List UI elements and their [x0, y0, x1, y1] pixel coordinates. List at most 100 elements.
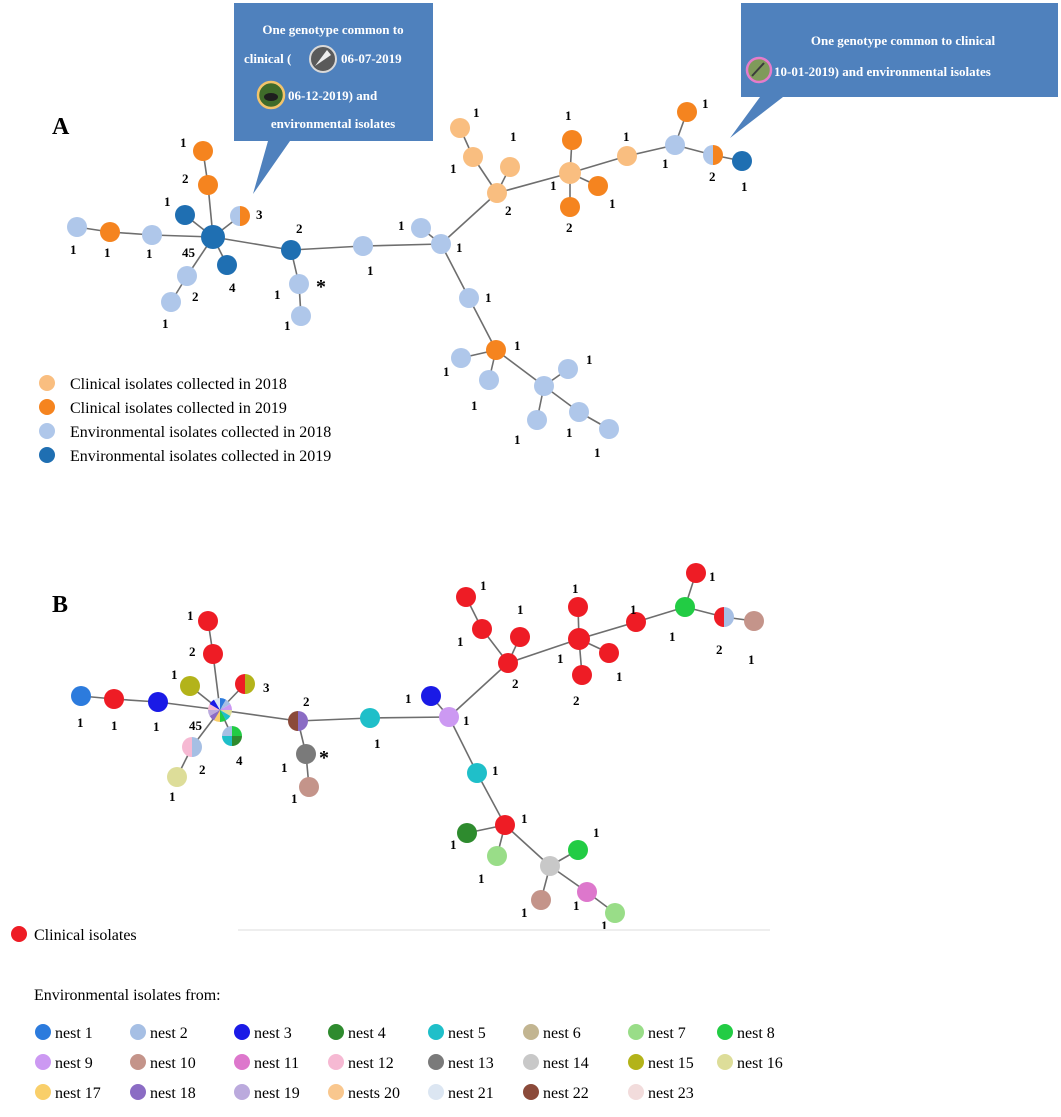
- legend-swatch: [234, 1054, 250, 1070]
- genotype-node: [299, 777, 319, 797]
- legend-swatch: [35, 1024, 51, 1040]
- genotype-node: [463, 147, 483, 167]
- legend-label: nest 9: [55, 1055, 93, 1072]
- tree-edge: [448, 662, 509, 718]
- node-count-label: 2: [199, 762, 206, 777]
- node-count-label: 1: [586, 352, 593, 367]
- genotype-node: [498, 653, 518, 673]
- legend-swatch: [130, 1024, 146, 1040]
- callout-left-line: clinical (: [244, 51, 291, 66]
- genotype-node: [559, 162, 581, 184]
- genotype-node: [495, 815, 515, 835]
- legend-label: nest 21: [448, 1085, 494, 1102]
- node-count-label: 1: [669, 629, 676, 644]
- genotype-node: [487, 846, 507, 866]
- legend-label: nest 23: [648, 1085, 694, 1102]
- legend-swatch: [523, 1084, 539, 1100]
- genotype-node: [569, 402, 589, 422]
- genotype-node: [198, 175, 218, 195]
- legend-swatch: [428, 1054, 444, 1070]
- genotype-node: [599, 419, 619, 439]
- legend-label: nest 11: [254, 1055, 299, 1072]
- node-count-label: 1: [162, 316, 169, 331]
- callout-left-line: One genotype common to: [262, 22, 403, 37]
- node-count-label: 1: [164, 194, 171, 209]
- genotype-node: [605, 903, 625, 923]
- node-count-label: 4: [236, 753, 243, 768]
- genotype-node: [626, 612, 646, 632]
- callout-left-line: 06-12-2019) and: [288, 88, 378, 103]
- legend-label: nest 4: [348, 1025, 386, 1042]
- genotype-node: [732, 151, 752, 171]
- genotype-node: [467, 763, 487, 783]
- legend-label: nest 3: [254, 1025, 292, 1042]
- node-count-label: 2: [296, 221, 303, 236]
- node-count-label: 1: [450, 837, 457, 852]
- genotype-node: [193, 141, 213, 161]
- genotype-node: [175, 205, 195, 225]
- genotype-node: [675, 597, 695, 617]
- genotype-node: [459, 288, 479, 308]
- node-count-label: 1: [601, 918, 608, 933]
- mixed-genotype-node: [235, 674, 255, 694]
- genotype-node: [568, 840, 588, 860]
- bird-photo-icon: [309, 45, 337, 73]
- node-count-label: 1: [514, 338, 521, 353]
- genotype-node: [472, 619, 492, 639]
- legend-swatch: [130, 1084, 146, 1100]
- genotype-node: [686, 563, 706, 583]
- node-count-label: 1: [572, 581, 579, 596]
- node-count-label: 1: [550, 178, 557, 193]
- node-count-label: 1: [405, 691, 412, 706]
- genotype-node: [665, 135, 685, 155]
- shared-genotype-node: [703, 145, 723, 165]
- node-count-label: 1: [709, 569, 716, 584]
- legend-label: Clinical isolates collected in 2018: [70, 376, 287, 393]
- legend-label: nest 18: [150, 1085, 196, 1102]
- legend-swatch: [39, 375, 55, 391]
- node-count-label: 1: [741, 179, 748, 194]
- node-count-label: 1: [450, 161, 457, 176]
- genotype-node: [588, 176, 608, 196]
- asterisk-marker: *: [319, 747, 329, 769]
- node-count-label: 3: [263, 680, 270, 695]
- node-count-label: 2: [573, 693, 580, 708]
- legend-swatch: [328, 1084, 344, 1100]
- legend-swatch: [523, 1054, 539, 1070]
- legend-heading: Environmental isolates from:: [34, 987, 221, 1004]
- node-count-label: 2: [182, 171, 189, 186]
- legend-label: nest 6: [543, 1025, 581, 1042]
- genotype-node: [617, 146, 637, 166]
- node-count-label: 2: [566, 220, 573, 235]
- legend-swatch: [328, 1024, 344, 1040]
- mixed-genotype-node: [222, 726, 242, 746]
- callout-left-line: 06-07-2019: [341, 51, 402, 66]
- tree-edge: [496, 172, 571, 194]
- legend-label: nest 10: [150, 1055, 196, 1072]
- legend-swatch: [35, 1054, 51, 1070]
- tree-edge: [290, 245, 364, 251]
- genotype-node: [421, 686, 441, 706]
- legend-label: nest 1: [55, 1025, 93, 1042]
- node-count-label: 1: [514, 432, 521, 447]
- legend-swatch: [428, 1084, 444, 1100]
- genotype-node: [71, 686, 91, 706]
- node-count-label: 1: [662, 156, 669, 171]
- node-count-label: 1: [593, 825, 600, 840]
- node-count-label: 2: [189, 644, 196, 659]
- node-count-label: 1: [566, 425, 573, 440]
- node-count-label: 1: [374, 736, 381, 751]
- legend-label: nest 13: [448, 1055, 494, 1072]
- genotype-node: [291, 306, 311, 326]
- node-count-label: 1: [609, 196, 616, 211]
- legend-swatch: [523, 1024, 539, 1040]
- node-count-label: 2: [303, 694, 310, 709]
- node-count-label: 1: [471, 398, 478, 413]
- node-count-label: 1: [702, 96, 709, 111]
- node-count-label: 1: [485, 290, 492, 305]
- callout-right-line: 10-01-2019) and environmental isolates: [774, 64, 991, 79]
- nest-photo-icon: [256, 80, 286, 110]
- genotype-node: [500, 157, 520, 177]
- legend-label: nest 5: [448, 1025, 486, 1042]
- legend-label: nest 7: [648, 1025, 686, 1042]
